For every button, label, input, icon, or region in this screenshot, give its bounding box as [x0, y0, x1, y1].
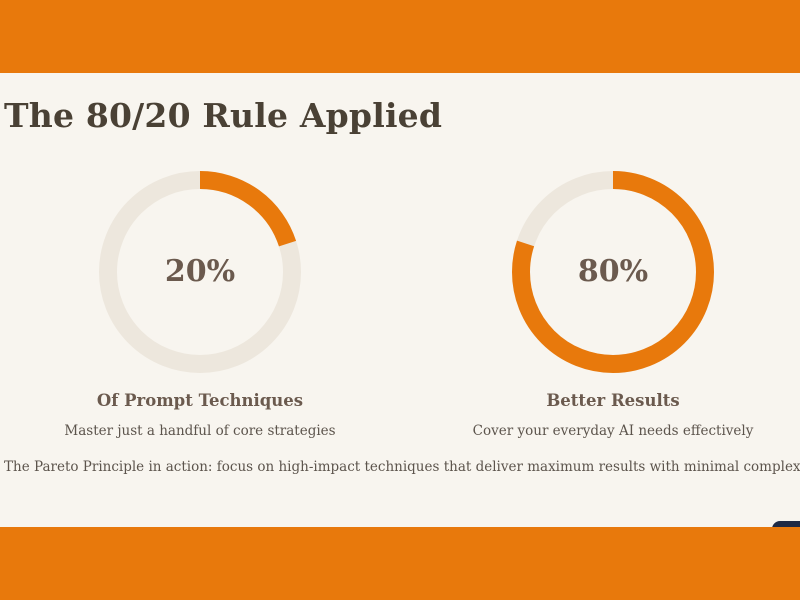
stat-label: Better Results	[546, 391, 680, 410]
donut-chart-techniques: 20%	[95, 167, 305, 377]
donut-progress	[99, 171, 301, 373]
corner-tab	[772, 521, 800, 529]
footer-note: The Pareto Principle in action: focus on…	[4, 459, 800, 475]
percent-value: 80%	[577, 254, 649, 289]
donut-progress	[512, 171, 714, 373]
stat-description: Cover your everyday AI needs effectively	[472, 423, 754, 439]
stat-description: Master just a handful of core strategies	[64, 423, 336, 439]
stat-label: Of Prompt Techniques	[96, 391, 304, 410]
bottom-accent-bar	[0, 527, 800, 600]
donut-ring	[99, 171, 301, 373]
percent-value: 20%	[164, 254, 236, 289]
slide-title: The 80/20 Rule Applied	[4, 96, 443, 135]
top-accent-bar	[0, 0, 800, 73]
donut-chart-results: 80%	[508, 167, 718, 377]
donut-ring	[512, 171, 714, 373]
